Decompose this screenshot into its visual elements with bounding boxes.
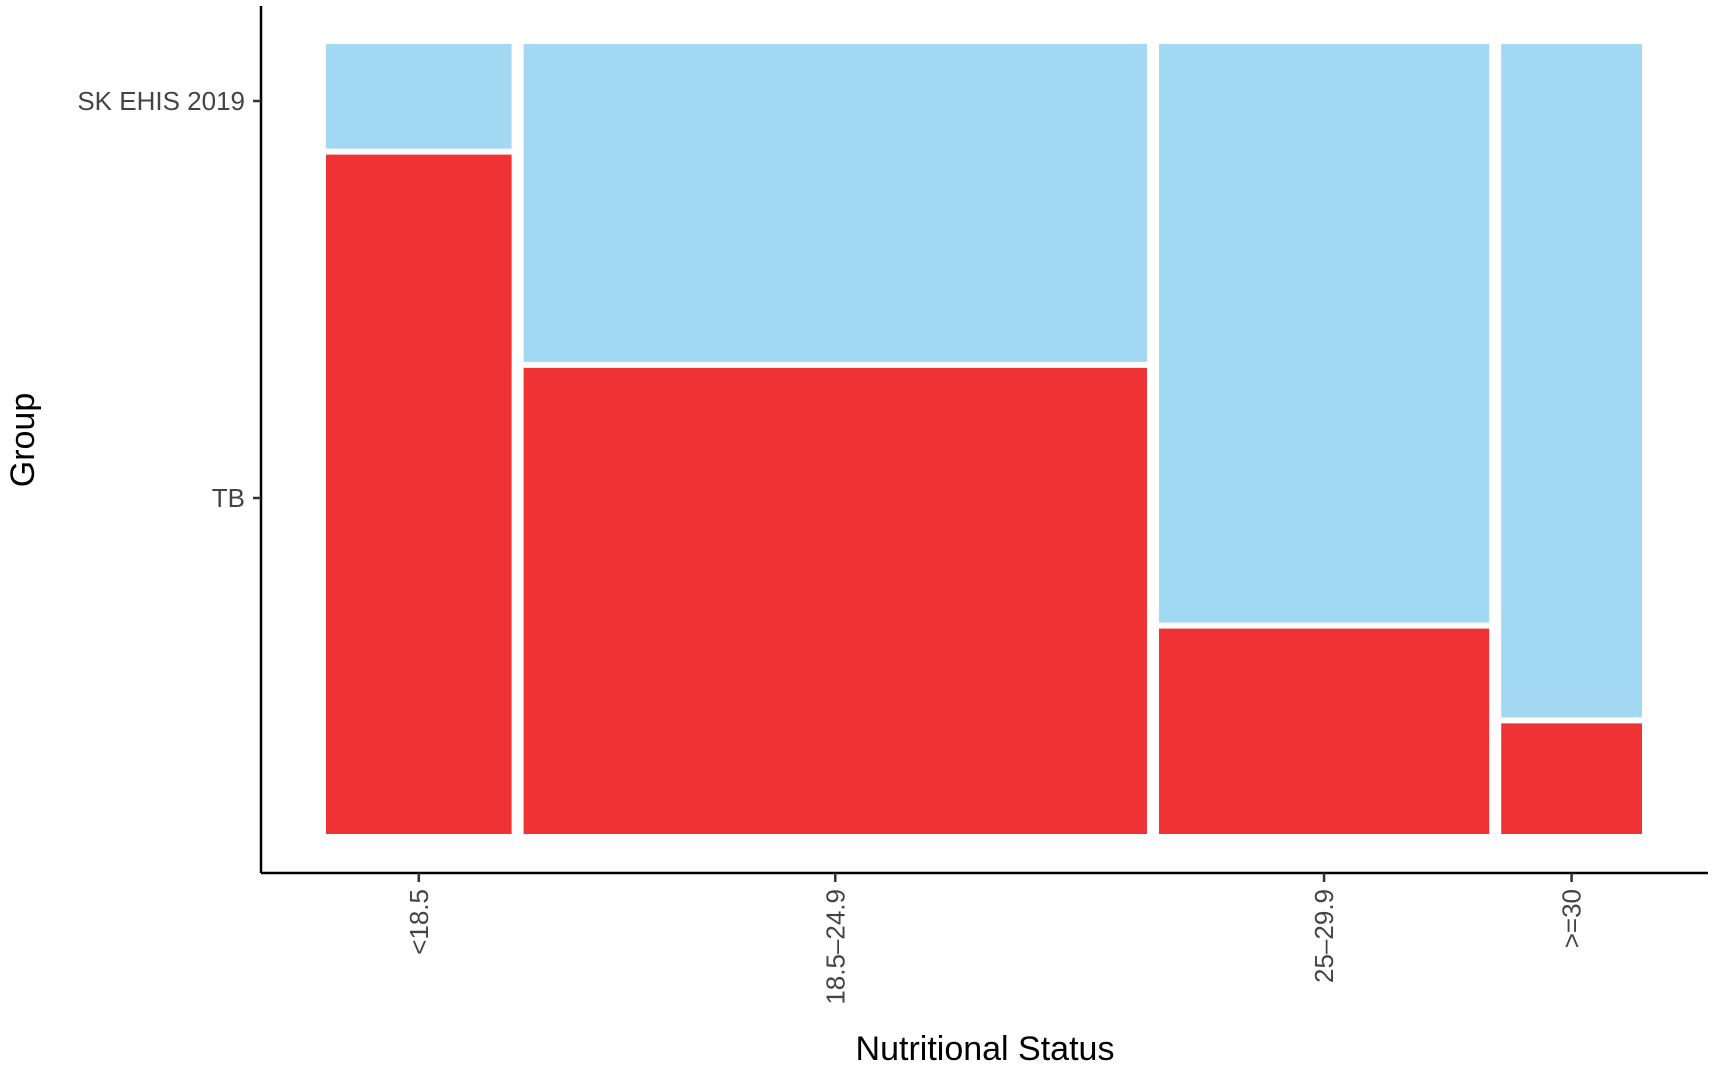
axis-labels: SK EHIS 2019 TB <18.5 18.5–24.9 25–29.9 >=30 N… [4, 86, 1587, 1065]
tile-sk-ehis-cat-4 [1501, 44, 1642, 718]
mosaic-tiles [326, 44, 1642, 835]
y-tick-label: SK EHIS 2019 [77, 86, 245, 116]
tile-tb-cat-2 [523, 367, 1147, 834]
x-tick-label: 18.5–24.9 [820, 889, 850, 1005]
tile-sk-ehis-cat-2 [523, 44, 1147, 362]
tile-tb-cat-4 [1501, 723, 1642, 834]
tile-sk-ehis-cat-1 [326, 44, 512, 149]
x-axis-title: Nutritional Status [856, 1030, 1115, 1065]
axes [253, 6, 1708, 882]
y-axis-title: Group [4, 393, 42, 488]
y-tick-label: TB [212, 483, 245, 513]
tile-sk-ehis-cat-3 [1159, 44, 1490, 623]
x-tick-label: <18.5 [404, 889, 434, 955]
tile-tb-cat-3 [1159, 628, 1490, 834]
tile-tb-cat-1 [326, 154, 512, 835]
x-tick-label: 25–29.9 [1309, 889, 1339, 983]
x-tick-label: >=30 [1557, 889, 1587, 948]
